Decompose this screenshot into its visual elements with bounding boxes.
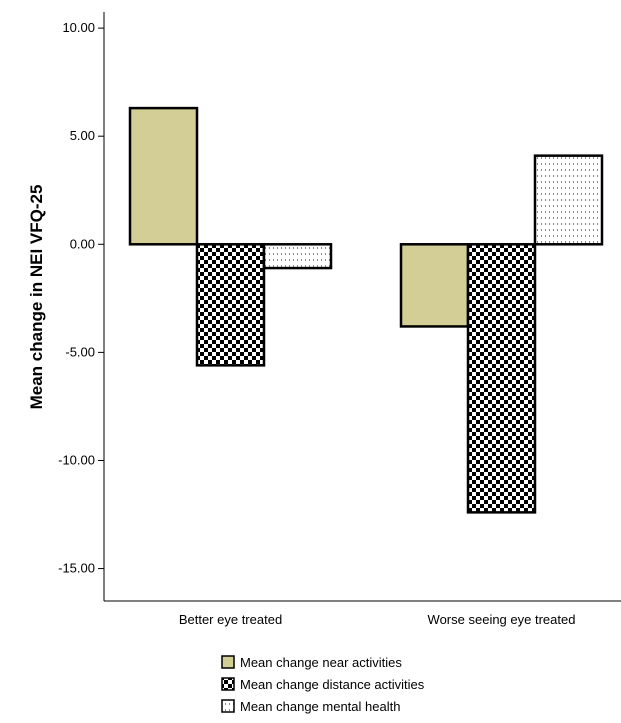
y-tick-label: 10.00 — [62, 20, 95, 35]
y-tick-label: 5.00 — [70, 128, 95, 143]
y-tick-label: -15.00 — [58, 561, 95, 576]
bars — [128, 106, 604, 514]
legend-label: Mean change near activities — [240, 655, 402, 670]
legend-swatch — [221, 677, 235, 691]
bar-mean-change-mental-health-0 — [262, 243, 333, 270]
legend-swatch — [221, 699, 235, 713]
bar-mean-change-distance-activities-0 — [195, 243, 266, 367]
y-axis-title: Mean change in NEI VFQ-25 — [27, 185, 46, 410]
legend: Mean change near activities Mean change d… — [221, 655, 425, 714]
y-tick-label: 0.00 — [70, 236, 95, 251]
bar-mean-change-near-activities-0 — [128, 106, 199, 246]
y-tick-label: -10.00 — [58, 452, 95, 467]
bar-mean-change-distance-activities-1 — [466, 243, 537, 514]
bar-mean-change-near-activities-1 — [399, 243, 470, 328]
x-axis: Better eye treated Worse seeing eye treat… — [104, 600, 621, 627]
y-axis: 10.00 5.00 0.00 -5.00 -10.00 -15.00 — [58, 12, 105, 601]
legend-label: Mean change distance activities — [240, 677, 425, 692]
legend-label: Mean change mental health — [240, 699, 400, 714]
y-tick-label: -5.00 — [65, 344, 95, 359]
x-category-label: Better eye treated — [179, 612, 282, 627]
x-category-label: Worse seeing eye treated — [428, 612, 576, 627]
legend-swatch — [221, 655, 235, 669]
bar-mean-change-mental-health-1 — [533, 154, 604, 246]
